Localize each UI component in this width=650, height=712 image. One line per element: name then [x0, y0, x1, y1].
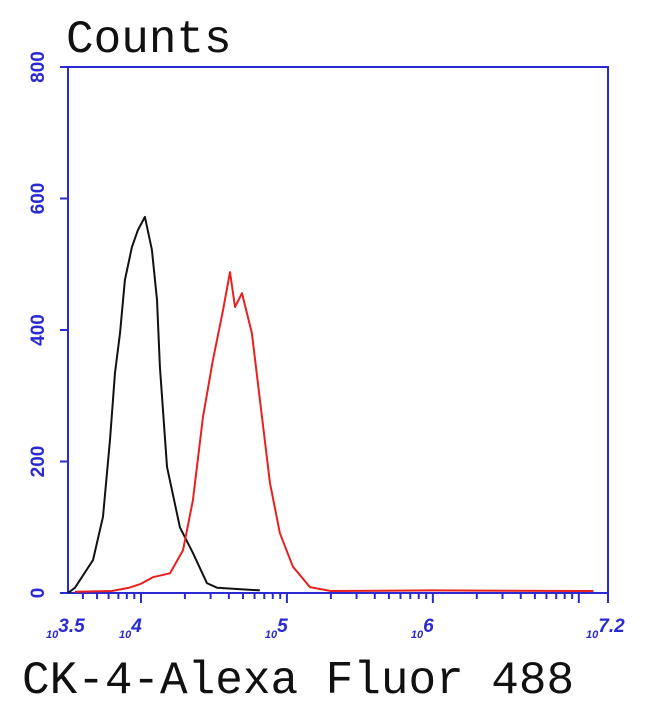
histogram-series-0 — [67, 215, 260, 594]
x-tick-label: 106 — [411, 616, 434, 641]
chart-title: Counts — [66, 14, 232, 66]
y-tick-label: 600 — [28, 183, 49, 215]
y-tick-label: 200 — [28, 446, 49, 478]
y-tick-label: 800 — [28, 51, 49, 83]
x-tick-label: 105 — [265, 616, 288, 641]
histogram-series-1 — [74, 271, 594, 593]
x-tick-label: 104 — [119, 616, 142, 641]
y-tick-label: 400 — [28, 314, 49, 346]
x-tick-label: 103.5 — [46, 616, 85, 641]
plot-frame — [67, 66, 609, 594]
x-tick-label: 107.2 — [586, 616, 625, 641]
y-tick-label: 0 — [28, 588, 49, 599]
x-axis-label: CK-4-Alexa Fluor 488 — [22, 655, 574, 707]
